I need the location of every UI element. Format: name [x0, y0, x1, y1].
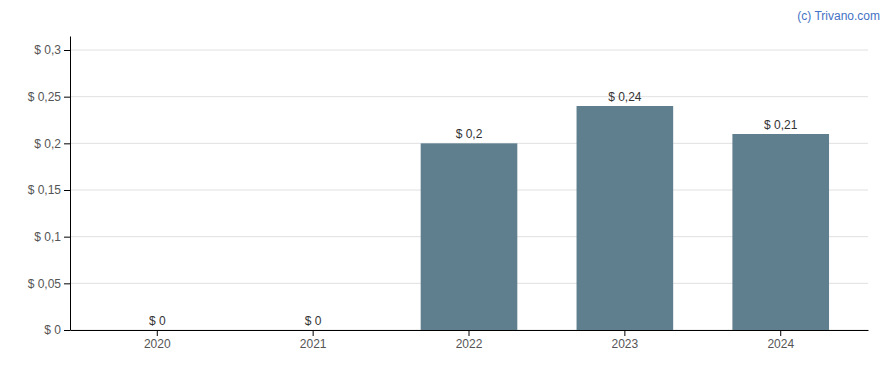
data-label: $ 0,24	[608, 90, 642, 104]
y-tick-mark	[64, 190, 70, 191]
y-tick-mark	[64, 330, 70, 331]
plot-area: $ 0 $ 0,05 $ 0,1 $ 0,15 $ 0,2 $ 0,25 $ 0,3 2020…	[28, 37, 869, 351]
y-tick-mark	[64, 50, 70, 51]
y-tick: $ 0	[44, 323, 70, 337]
x-tick-mark	[780, 330, 781, 336]
bar	[421, 143, 518, 330]
watermark: (c) Trivano.com	[797, 9, 880, 23]
x-tick: 2023	[612, 330, 639, 351]
y-tick: $ 0,2	[34, 137, 70, 151]
bar	[265, 330, 362, 331]
x-tick-mark	[624, 330, 625, 336]
y-tick-label: $ 0,25	[28, 90, 62, 104]
x-tick: 2024	[767, 330, 794, 351]
y-tick-mark	[64, 237, 70, 238]
bar	[732, 134, 829, 330]
x-tick-label: 2022	[456, 337, 483, 351]
x-tick-mark	[157, 330, 158, 336]
x-tick: 2021	[300, 330, 327, 351]
x-tick-label: 2024	[767, 337, 794, 351]
data-label: $ 0,2	[456, 127, 483, 141]
x-tick: 2022	[456, 330, 483, 351]
y-tick-mark	[64, 143, 70, 144]
y-tick-label: $ 0	[44, 323, 61, 337]
y-tick-label: $ 0,05	[28, 277, 62, 291]
data-label: $ 0,21	[764, 118, 798, 132]
x-tick: 2020	[144, 330, 171, 351]
y-tick-mark	[64, 97, 70, 98]
y-tick: $ 0,3	[34, 43, 70, 57]
bars	[421, 106, 829, 330]
x-tick-label: 2023	[612, 337, 639, 351]
y-tick-label: $ 0,15	[28, 183, 62, 197]
y-tick: $ 0,1	[34, 230, 70, 244]
y-tick: $ 0,05	[28, 277, 70, 291]
data-label: $ 0	[305, 314, 322, 328]
y-tick-mark	[64, 283, 70, 284]
x-axis: 2020 2021 2022 2023 2024	[71, 330, 869, 351]
y-axis: $ 0 $ 0,05 $ 0,1 $ 0,15 $ 0,2 $ 0,25 $ 0,3	[28, 37, 71, 338]
data-labels: $ 0 $ 0 $ 0,2 $ 0,24 $ 0,21	[149, 90, 798, 328]
y-tick-label: $ 0,1	[34, 230, 61, 244]
y-tick: $ 0,25	[28, 90, 70, 104]
grid-line	[70, 96, 868, 97]
grid	[70, 50, 868, 330]
x-tick-label: 2020	[144, 337, 171, 351]
y-axis-line	[70, 37, 71, 331]
chart-svg: $ 0 $ 0,05 $ 0,1 $ 0,15 $ 0,2 $ 0,25 $ 0,3 2020…	[0, 0, 888, 370]
bar	[109, 330, 206, 331]
y-tick-label: $ 0,2	[34, 137, 61, 151]
grid-line	[70, 50, 868, 51]
chart-container: $ 0 $ 0,05 $ 0,1 $ 0,15 $ 0,2 $ 0,25 $ 0,3 2020…	[0, 0, 888, 370]
x-tick-label: 2021	[300, 337, 327, 351]
y-tick: $ 0,15	[28, 183, 70, 197]
data-label: $ 0	[149, 314, 166, 328]
bar	[577, 106, 674, 330]
x-tick-mark	[469, 330, 470, 336]
y-tick-label: $ 0,3	[34, 43, 61, 57]
x-tick-mark	[313, 330, 314, 336]
